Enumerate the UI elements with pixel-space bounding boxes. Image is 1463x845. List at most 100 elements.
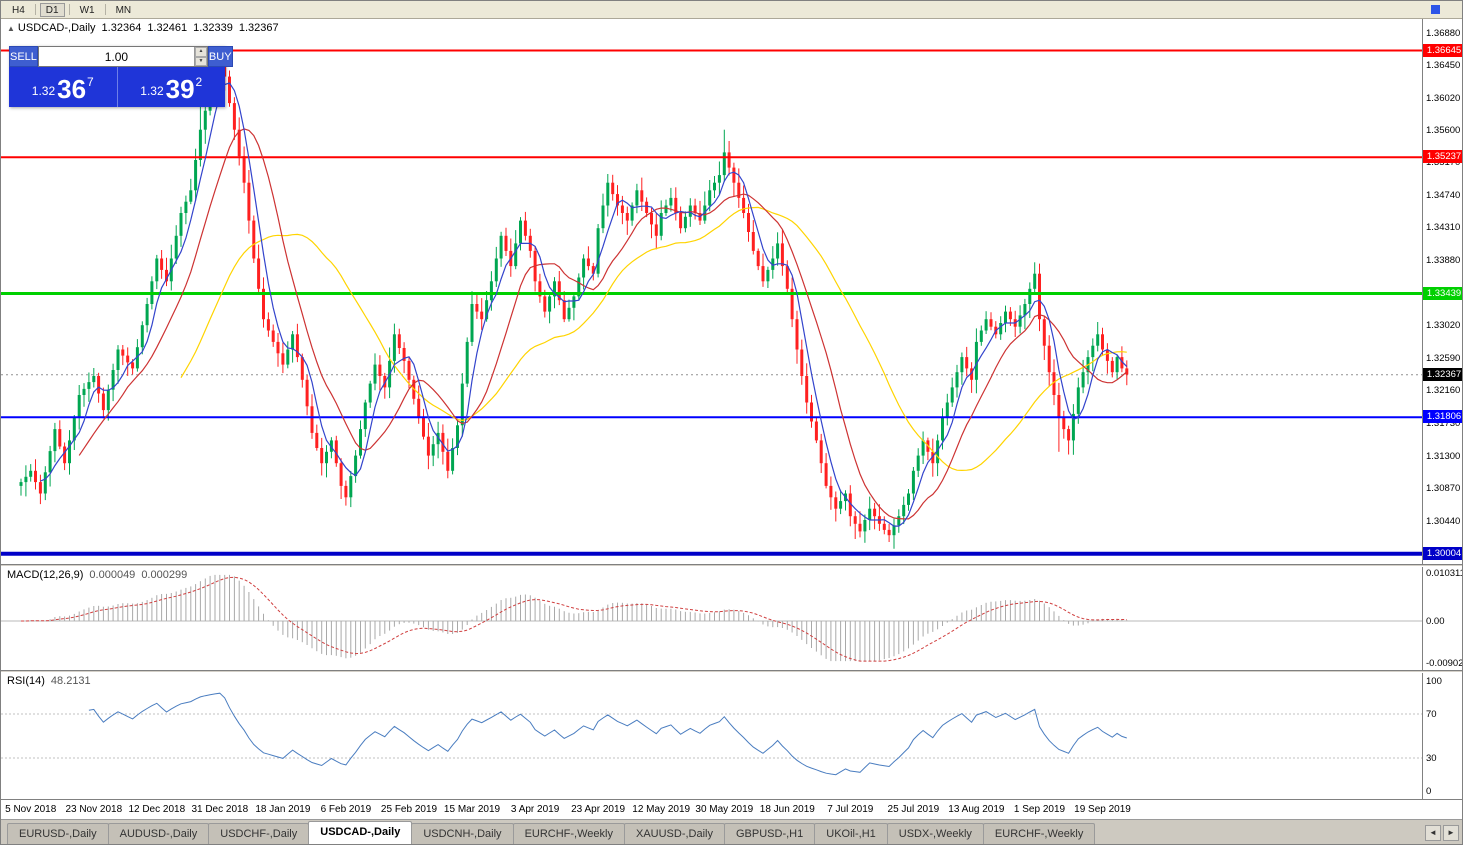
date-label: 31 Dec 2018 xyxy=(191,804,249,815)
panel-splitter[interactable] xyxy=(1,670,1462,673)
date-label: 18 Jan 2019 xyxy=(255,804,311,815)
tabs-scroll-left-icon[interactable]: ◄ xyxy=(1425,825,1441,841)
volume-field: ▲ ▼ xyxy=(37,46,208,67)
top-toolbar: H4 D1 W1 MN xyxy=(1,1,1462,19)
current-price-label: 1.32367 xyxy=(1423,367,1462,381)
rsi-scale-tick: 100 xyxy=(1426,676,1442,687)
toolbar-separator xyxy=(68,4,70,15)
timeframe-button-group: H4 D1 W1 MN xyxy=(6,2,137,17)
price-tick: 1.35600 xyxy=(1426,124,1461,136)
price-tick: 1.33880 xyxy=(1426,255,1461,266)
date-label: 23 Apr 2019 xyxy=(571,804,626,815)
chart-tabs: EURUSD-,Daily AUDUSD-,Daily USDCHF-,Daily U… xyxy=(7,821,1096,844)
price-tick: 1.36020 xyxy=(1426,92,1461,104)
macd-canvas[interactable] xyxy=(1,567,1422,670)
timeframe-button-d1[interactable]: D1 xyxy=(39,2,65,17)
timeframe-button-h4[interactable]: H4 xyxy=(12,4,25,16)
price-tick: 1.30870 xyxy=(1426,483,1461,495)
level-price-label[interactable]: 1.33439 xyxy=(1423,286,1462,300)
chart-tab-gbpusd-h1[interactable]: GBPUSD-,H1 xyxy=(724,823,816,844)
blue-marker-icon[interactable] xyxy=(1431,5,1440,14)
chart-symbol-icon: ▲ xyxy=(7,24,15,33)
date-label: 3 Apr 2019 xyxy=(510,804,560,815)
chart-tab-audusd-daily[interactable]: AUDUSD-,Daily xyxy=(107,823,210,844)
chart-tab-usdcnh-daily[interactable]: USDCNH-,Daily xyxy=(411,823,514,844)
price-tick: 1.31730 xyxy=(1426,418,1461,429)
sell-price-prefix: 1.32 xyxy=(31,84,56,98)
date-label: 30 May 2019 xyxy=(695,804,754,815)
buy-price-big: 39 xyxy=(165,74,195,104)
ohlc-open: 1.32364 xyxy=(101,22,142,34)
chart-tab-usdx-weekly[interactable]: USDX-,Weekly xyxy=(886,823,984,844)
ohlc-low: 1.32339 xyxy=(193,22,233,34)
buy-price-sup: 2 xyxy=(195,75,203,89)
volume-decrement-icon[interactable]: ▼ xyxy=(194,56,207,66)
date-label: 6 Feb 2019 xyxy=(320,804,372,815)
time-axis[interactable]: 5 Nov 2018 23 Nov 2018 12 Dec 2018 31 Dec 2… xyxy=(1,799,1462,819)
price-tick: 1.31300 xyxy=(1426,450,1461,462)
date-label: 13 Aug 2019 xyxy=(948,804,1005,815)
price-tick: 1.33020 xyxy=(1426,320,1461,332)
date-label: 5 Nov 2018 xyxy=(5,804,57,815)
rsi-panel: RSI(14) 48.2131 xyxy=(1,673,1422,799)
date-label: 25 Jul 2019 xyxy=(887,804,940,815)
timeframe-button-mn[interactable]: MN xyxy=(115,4,132,16)
chart-tab-usdchf-daily[interactable]: USDCHF-,Daily xyxy=(208,823,310,844)
date-label: 12 May 2019 xyxy=(632,804,691,815)
chart-tab-ukoil-h1[interactable]: UKOil-,H1 xyxy=(814,823,888,844)
level-price-label[interactable]: 1.35237 xyxy=(1423,150,1462,164)
macd-scale-tick: 0.00 xyxy=(1426,616,1445,627)
panel-splitter[interactable] xyxy=(1,564,1462,567)
sell-price-display[interactable]: 1.32 36 7 xyxy=(9,67,118,107)
toolbar-separator xyxy=(104,4,106,15)
chart-title: ▲ USDCAD-,Daily 1.32364 1.32461 1.32339 1.323… xyxy=(7,22,279,34)
sell-button[interactable]: SELL xyxy=(9,46,38,67)
date-label: 1 Sep 2019 xyxy=(1013,804,1066,815)
date-label: 12 Dec 2018 xyxy=(128,804,186,815)
macd-panel: MACD(12,26,9) 0.000049 0.000299 xyxy=(1,567,1422,670)
price-tick: 1.34310 xyxy=(1426,222,1461,234)
buy-price-prefix: 1.32 xyxy=(140,84,164,98)
price-tick: 1.32160 xyxy=(1426,385,1461,397)
chart-tab-xauusd-daily[interactable]: XAUUSD-,Daily xyxy=(623,823,725,844)
rsi-scale-tick: 0 xyxy=(1426,786,1432,797)
rsi-scale-tick: 70 xyxy=(1426,709,1437,720)
price-scale[interactable]: 1.368801.364501.360201.356001.351701.347… xyxy=(1422,19,1463,799)
level-price-label[interactable]: 1.30004 xyxy=(1423,546,1462,560)
macd-label: MACD(12,26,9) 0.000049 0.000299 xyxy=(7,569,188,581)
price-chart-area[interactable]: ▲ USDCAD-,Daily 1.32364 1.32461 1.32339 1.323… xyxy=(1,19,1422,564)
chart-tab-usdcad-daily[interactable]: USDCAD-,Daily xyxy=(308,821,413,844)
rsi-scale-tick: 30 xyxy=(1426,753,1437,764)
rsi-label: RSI(14) 48.2131 xyxy=(7,675,91,687)
tabs-scroll-right-icon[interactable]: ► xyxy=(1443,825,1459,841)
sell-price-sup: 7 xyxy=(87,75,94,89)
date-label: 23 Nov 2018 xyxy=(65,804,123,815)
buy-price-display[interactable]: 1.32 39 2 xyxy=(118,67,226,107)
level-price-label[interactable]: 1.31806 xyxy=(1423,410,1462,424)
chart-tab-eurchf-weekly[interactable]: EURCHF-,Weekly xyxy=(982,823,1096,844)
price-tick: 1.34740 xyxy=(1426,189,1461,201)
toolbar-separator xyxy=(34,4,36,15)
chart-tab-eurchf-weekly[interactable]: EURCHF-,Weekly xyxy=(512,823,625,844)
chart-tab-eurusd-daily[interactable]: EURUSD-,Daily xyxy=(7,823,109,844)
buy-button[interactable]: BUY xyxy=(207,46,233,67)
date-label: 25 Feb 2019 xyxy=(380,804,438,815)
rsi-canvas[interactable] xyxy=(1,673,1422,799)
macd-value-signal: 0.000299 xyxy=(141,569,188,581)
volume-increment-icon[interactable]: ▲ xyxy=(194,47,207,57)
date-label: 7 Jul 2019 xyxy=(827,804,874,815)
volume-input[interactable] xyxy=(38,47,194,66)
level-price-label[interactable]: 1.36645 xyxy=(1423,43,1462,57)
ohlc-close: 1.32367 xyxy=(238,22,279,34)
macd-value-main: 0.000049 xyxy=(89,569,136,581)
timeframe-button-w1[interactable]: W1 xyxy=(79,4,95,16)
date-label: 18 Jun 2019 xyxy=(759,804,815,815)
macd-scale-tick: 0.010311 xyxy=(1426,568,1463,579)
price-tick: 1.32590 xyxy=(1426,352,1461,364)
chart-symbol-label: USDCAD-,Daily xyxy=(17,22,96,34)
date-label: 15 Mar 2019 xyxy=(443,804,501,815)
sell-price-big: 36 xyxy=(57,74,87,104)
ohlc-high: 1.32461 xyxy=(147,22,188,34)
